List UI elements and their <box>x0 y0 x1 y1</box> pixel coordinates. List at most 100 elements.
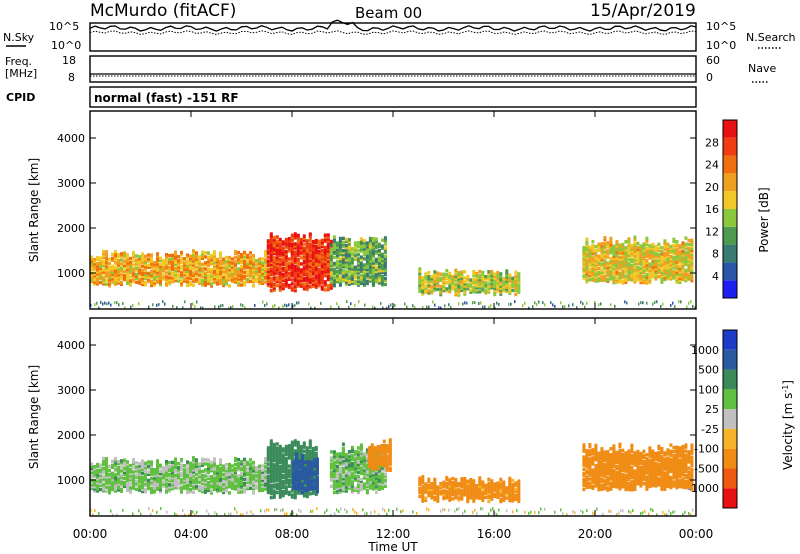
data-cell <box>329 474 333 478</box>
data-cell <box>278 260 282 264</box>
data-cell <box>317 255 321 260</box>
data-cell <box>144 490 147 494</box>
data-cell <box>330 305 332 309</box>
data-cell <box>690 254 694 259</box>
data-cell <box>371 241 375 245</box>
data-cell <box>90 275 93 280</box>
data-cell <box>621 249 625 253</box>
data-cell <box>421 288 425 292</box>
data-cell <box>278 247 282 252</box>
data-cell <box>316 481 319 486</box>
data-cell <box>359 239 363 243</box>
data-cell <box>618 259 622 264</box>
data-cell <box>237 281 240 285</box>
data-cell <box>418 285 422 289</box>
data-cell <box>448 275 452 280</box>
data-cell <box>281 467 285 471</box>
data-cell <box>301 476 304 480</box>
data-cell <box>126 281 129 285</box>
data-cell <box>183 480 186 484</box>
data-cell <box>141 274 144 279</box>
data-cell <box>418 482 422 487</box>
data-cell <box>499 487 503 492</box>
data-cell <box>621 275 625 279</box>
data-cell <box>311 264 315 268</box>
data-cell <box>663 245 667 249</box>
data-cell <box>356 466 360 470</box>
data-cell <box>490 282 494 286</box>
data-cell <box>672 266 676 270</box>
data-cell <box>93 466 96 471</box>
data-cell <box>338 490 342 494</box>
data-cell <box>295 460 298 464</box>
data-cell <box>313 460 316 464</box>
data-cell <box>457 482 461 486</box>
data-cell <box>294 303 296 307</box>
data-cell <box>335 484 339 489</box>
data-cell <box>234 475 237 479</box>
data-cell <box>379 460 383 464</box>
data-cell <box>105 258 108 262</box>
data-cell <box>108 485 111 489</box>
data-cell <box>517 288 521 292</box>
data-cell <box>368 255 372 259</box>
data-cell <box>493 486 497 490</box>
data-cell <box>299 450 303 455</box>
data-cell <box>102 280 105 284</box>
data-cell <box>249 486 252 490</box>
data-cell <box>612 274 616 279</box>
data-cell <box>350 455 354 460</box>
data-cell <box>460 493 464 497</box>
data-cell <box>117 466 120 470</box>
data-cell <box>216 487 219 491</box>
data-cell <box>261 472 264 476</box>
data-cell <box>666 244 670 248</box>
data-cell <box>594 279 598 283</box>
data-cell <box>606 265 610 269</box>
data-cell <box>320 242 324 247</box>
data-cell <box>490 286 494 290</box>
data-cell <box>347 242 351 246</box>
data-cell <box>445 281 449 285</box>
data-cell <box>192 484 195 488</box>
data-cell <box>231 484 234 488</box>
data-cell <box>350 257 354 261</box>
data-cell <box>654 271 658 275</box>
data-cell <box>264 266 267 270</box>
data-cell <box>487 282 491 286</box>
data-cell <box>323 270 327 274</box>
data-cell <box>505 496 509 500</box>
data-cell <box>102 272 105 276</box>
data-cell <box>454 485 458 490</box>
data-cell <box>180 488 183 492</box>
data-cell <box>302 258 306 263</box>
data-cell <box>219 466 222 470</box>
data-cell <box>94 303 96 307</box>
data-cell <box>373 462 377 466</box>
data-cell <box>150 265 153 269</box>
data-cell <box>278 461 282 465</box>
data-cell <box>150 490 153 495</box>
data-cell <box>210 282 213 286</box>
data-cell <box>100 300 102 304</box>
data-cell <box>171 278 174 282</box>
freq-panel-frame <box>89 55 697 83</box>
data-cell <box>308 285 312 289</box>
data-cell <box>246 472 249 477</box>
data-cell <box>591 252 595 256</box>
data-cell <box>367 458 371 462</box>
data-cell <box>281 272 285 277</box>
data-cell <box>344 237 348 242</box>
data-cell <box>269 443 273 447</box>
data-cell <box>639 248 643 252</box>
data-cell <box>284 489 288 493</box>
data-cell <box>159 268 162 273</box>
data-cell <box>269 439 273 443</box>
data-cell <box>490 273 494 278</box>
data-cell <box>338 476 342 480</box>
data-cell <box>287 446 291 450</box>
data-cell <box>290 493 294 497</box>
data-cell <box>278 274 282 278</box>
data-cell <box>120 489 123 493</box>
data-cell <box>287 265 291 269</box>
